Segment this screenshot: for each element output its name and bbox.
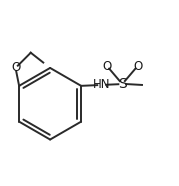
Text: HN: HN [93, 78, 110, 92]
Text: S: S [118, 77, 127, 91]
Text: O: O [102, 60, 112, 73]
Text: O: O [133, 60, 142, 73]
Text: O: O [11, 61, 20, 74]
